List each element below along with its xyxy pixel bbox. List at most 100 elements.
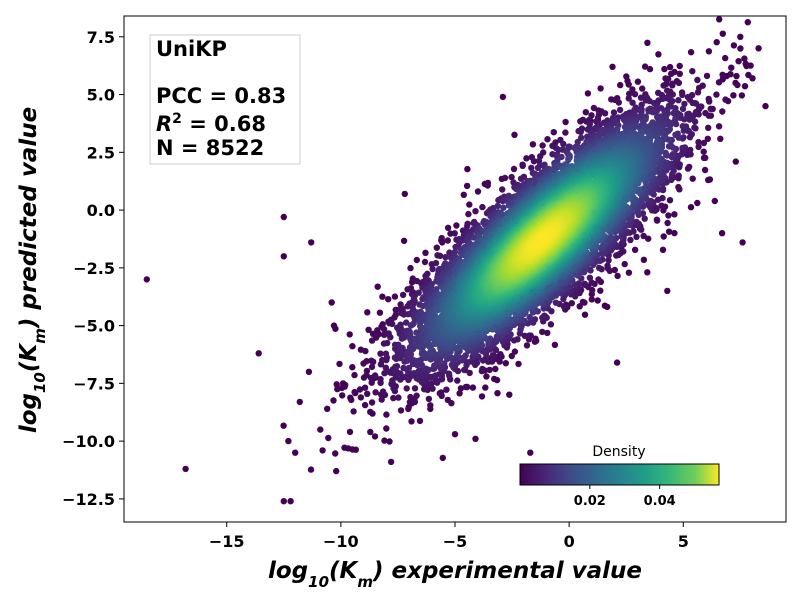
scatter-point bbox=[660, 233, 667, 240]
scatter-point bbox=[666, 63, 674, 71]
scatter-point bbox=[367, 408, 374, 416]
scatter-point bbox=[364, 390, 371, 397]
scatter-point bbox=[405, 364, 413, 372]
scatter-point bbox=[732, 158, 739, 165]
scatter-point bbox=[501, 174, 509, 182]
scatter-point bbox=[444, 396, 451, 404]
scatter-point bbox=[681, 100, 688, 108]
scatter-point bbox=[744, 19, 751, 26]
scatter-point bbox=[317, 426, 324, 433]
scatter-point bbox=[463, 182, 471, 190]
scatter-point bbox=[407, 393, 414, 401]
scatter-point bbox=[605, 257, 612, 264]
scatter-point bbox=[460, 191, 467, 198]
scatter-point bbox=[640, 256, 648, 263]
scatter-point bbox=[296, 398, 303, 406]
scatter-point bbox=[375, 330, 383, 338]
scatter-point bbox=[408, 279, 416, 286]
scatter-point bbox=[464, 165, 471, 173]
scatter-point bbox=[486, 366, 493, 374]
scatter-point bbox=[528, 164, 535, 172]
scatter-point bbox=[413, 256, 420, 264]
scatter-point bbox=[499, 93, 507, 101]
scatter-point bbox=[629, 99, 636, 106]
scatter-point bbox=[658, 202, 665, 209]
scatter-point bbox=[614, 272, 621, 280]
scatter-point bbox=[381, 437, 388, 444]
scatter-point bbox=[436, 252, 444, 259]
scatter-point bbox=[523, 155, 530, 162]
scatter-point bbox=[408, 418, 415, 425]
scatter-point bbox=[307, 466, 315, 473]
scatter-point bbox=[400, 237, 408, 244]
scatter-point bbox=[737, 33, 744, 40]
scatter-point bbox=[702, 109, 709, 117]
scatter-point bbox=[691, 118, 699, 125]
scatter-point bbox=[349, 343, 356, 350]
scatter-point bbox=[669, 82, 676, 89]
scatter-point bbox=[456, 390, 463, 397]
scatter-point bbox=[654, 196, 662, 203]
scatter-point bbox=[670, 109, 677, 117]
scatter-point bbox=[579, 298, 587, 306]
scatter-point bbox=[377, 350, 384, 357]
scatter-point bbox=[547, 321, 555, 328]
scatter-point bbox=[523, 342, 531, 349]
scatter-point bbox=[717, 135, 724, 142]
scatter-point bbox=[497, 351, 504, 358]
scatter-point bbox=[280, 253, 287, 260]
scatter-point bbox=[442, 254, 449, 261]
scatter-point bbox=[665, 75, 672, 83]
scatter-point bbox=[339, 392, 346, 399]
scatter-point bbox=[562, 129, 569, 136]
scatter-point bbox=[466, 201, 473, 208]
scatter-point bbox=[637, 94, 645, 101]
scatter-point bbox=[742, 60, 749, 67]
scatter-point bbox=[672, 131, 679, 138]
scatter-point bbox=[472, 208, 479, 215]
scatter-point bbox=[324, 405, 331, 412]
scatter-point bbox=[728, 64, 735, 71]
scatter-point bbox=[469, 384, 477, 391]
scatter-point bbox=[410, 320, 417, 327]
scatter-point bbox=[376, 309, 384, 316]
scatter-point bbox=[489, 352, 496, 359]
scatter-point bbox=[521, 332, 528, 339]
scatter-point bbox=[675, 97, 682, 104]
scatter-point bbox=[292, 449, 299, 456]
scatter-point bbox=[520, 173, 528, 180]
scatter-point bbox=[679, 91, 686, 99]
scatter-point bbox=[308, 239, 315, 246]
scatter-point bbox=[705, 48, 713, 55]
scatter-point bbox=[529, 141, 537, 148]
scatter-point bbox=[691, 124, 698, 131]
scatter-point bbox=[715, 123, 723, 130]
scatter-point bbox=[474, 188, 482, 195]
scatter-point bbox=[280, 422, 287, 429]
scatter-point bbox=[349, 364, 356, 371]
scatter-point bbox=[679, 144, 686, 152]
scatter-point bbox=[387, 334, 394, 341]
scatter-point bbox=[280, 498, 287, 505]
scatter-point bbox=[627, 236, 634, 244]
scatter-point bbox=[415, 289, 422, 296]
scatter-point bbox=[737, 45, 744, 52]
scatter-point bbox=[479, 203, 486, 211]
scatter-point bbox=[287, 498, 294, 505]
scatter-point bbox=[454, 377, 461, 384]
scatter-point bbox=[280, 213, 287, 221]
scatter-point bbox=[730, 42, 738, 49]
scatter-point bbox=[255, 350, 262, 357]
scatter-point bbox=[544, 329, 551, 337]
scatter-point bbox=[671, 211, 678, 218]
scatter-point bbox=[611, 266, 618, 274]
scatter-point bbox=[368, 363, 376, 371]
scatter-point bbox=[346, 428, 354, 436]
scatter-point bbox=[719, 30, 726, 37]
scatter-point bbox=[738, 92, 746, 99]
scatter-point bbox=[350, 408, 357, 415]
scatter-point bbox=[595, 264, 603, 271]
scatter-point bbox=[383, 354, 391, 361]
scatter-point bbox=[506, 391, 513, 398]
